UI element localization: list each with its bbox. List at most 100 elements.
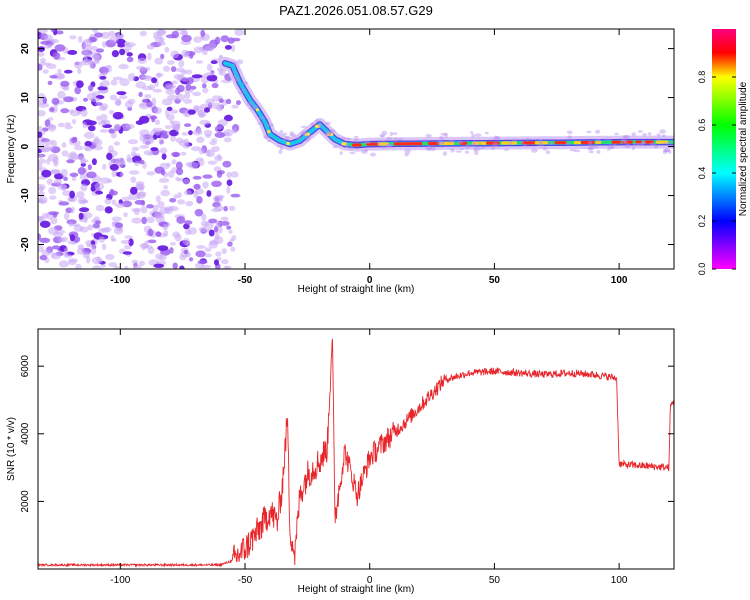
noise-blob — [193, 36, 203, 43]
ridge-speckle — [282, 138, 287, 142]
noise-blob — [70, 137, 78, 144]
noise-blob — [46, 158, 51, 165]
noise-blob — [186, 77, 194, 84]
noise-blob — [211, 95, 221, 102]
y-tick-label: 2000 — [20, 490, 31, 513]
noise-blob — [48, 211, 59, 216]
noise-blob — [155, 231, 162, 238]
noise-blob — [108, 128, 115, 134]
y-tick-label: 0 — [20, 143, 31, 149]
ridge-speckle — [662, 134, 666, 138]
ridge-speckle — [340, 137, 347, 140]
noise-blob — [127, 73, 136, 82]
noise-blob — [137, 191, 147, 197]
ridge-speckle — [231, 74, 238, 78]
noise-blob — [49, 107, 55, 112]
noise-blob — [119, 172, 125, 177]
ridge-speckle — [279, 129, 284, 134]
noise-blob — [167, 94, 178, 101]
noise-blob — [176, 216, 186, 224]
noise-blob — [148, 151, 154, 156]
ridge-speckle — [457, 140, 464, 145]
noise-blob — [228, 230, 233, 234]
noise-blob — [130, 150, 137, 158]
noise-blob — [58, 201, 70, 206]
noise-blob — [135, 81, 146, 89]
noise-blob — [50, 217, 58, 225]
noise-blob — [82, 39, 93, 47]
noise-blob — [221, 248, 227, 255]
noise-blob — [196, 245, 206, 249]
noise-blob — [64, 125, 73, 130]
ridge-speckle — [450, 148, 455, 153]
noise-blob — [156, 72, 162, 79]
noise-blob — [115, 202, 125, 208]
noise-blob — [175, 176, 181, 182]
ridge-speckle — [663, 148, 671, 153]
noise-blob — [80, 109, 88, 117]
noise-blobs — [38, 29, 245, 269]
ridge-speckle — [381, 130, 388, 136]
noise-blob — [104, 226, 112, 233]
ridge-hotspot — [341, 142, 348, 146]
noise-blob — [100, 31, 111, 39]
noise-blob — [48, 186, 57, 195]
noise-blob — [160, 189, 171, 197]
noise-blob — [183, 249, 189, 255]
noise-blob — [94, 32, 103, 38]
ridge-speckle — [436, 140, 444, 145]
noise-blob — [139, 242, 150, 249]
noise-blob — [184, 69, 193, 75]
noise-blob — [184, 189, 192, 196]
noise-blob — [88, 125, 96, 132]
ridge-speckle — [622, 135, 628, 138]
spectrogram-y-label: Frequency (Hz) — [6, 115, 17, 184]
noise-blob — [57, 90, 66, 99]
noise-blob — [158, 178, 170, 183]
ridge-speckle — [642, 141, 646, 145]
noise-blob — [161, 153, 167, 160]
noise-blob — [163, 185, 169, 190]
x-tick-label: -50 — [238, 575, 253, 586]
noise-blob — [184, 123, 192, 127]
noise-blob — [147, 228, 154, 237]
noise-blob — [70, 206, 75, 214]
noise-blob — [206, 74, 218, 82]
noise-blob — [215, 194, 225, 199]
noise-blob — [204, 107, 210, 113]
noise-blob — [214, 259, 219, 266]
noise-blob — [131, 217, 142, 224]
noise-blob — [195, 60, 204, 64]
ridge-speckle — [656, 137, 661, 142]
noise-blob — [220, 216, 229, 221]
noise-blob — [76, 247, 85, 255]
noise-blob — [131, 146, 140, 152]
noise-blob — [119, 48, 126, 56]
ridge-speckle — [448, 139, 455, 144]
ridge-speckle — [474, 146, 481, 152]
ridge-speckle — [310, 122, 314, 127]
ridge-speckle — [236, 78, 241, 82]
ridge-speckle — [566, 130, 573, 135]
snr-frame — [37, 328, 675, 570]
signal-ridge — [218, 56, 674, 157]
ridge-speckle — [345, 142, 349, 148]
ridge-speckle — [289, 133, 297, 137]
noise-blob — [175, 87, 181, 96]
x-tick-label: 100 — [611, 575, 628, 586]
x-tick-label: 100 — [611, 275, 628, 286]
ridge-speckle — [654, 144, 658, 149]
noise-blob — [76, 191, 85, 199]
ridge-speckle — [389, 131, 393, 137]
noise-blob — [130, 186, 138, 195]
noise-blob — [44, 34, 53, 41]
noise-blob — [185, 200, 194, 207]
noise-blob — [147, 52, 152, 61]
x-tick-label: -100 — [110, 575, 130, 586]
noise-blob — [146, 171, 156, 176]
noise-blob — [64, 122, 72, 127]
noise-blob — [185, 83, 192, 91]
x-tick-label: -50 — [238, 275, 253, 286]
noise-blob — [53, 232, 64, 238]
noise-blob — [108, 145, 114, 153]
